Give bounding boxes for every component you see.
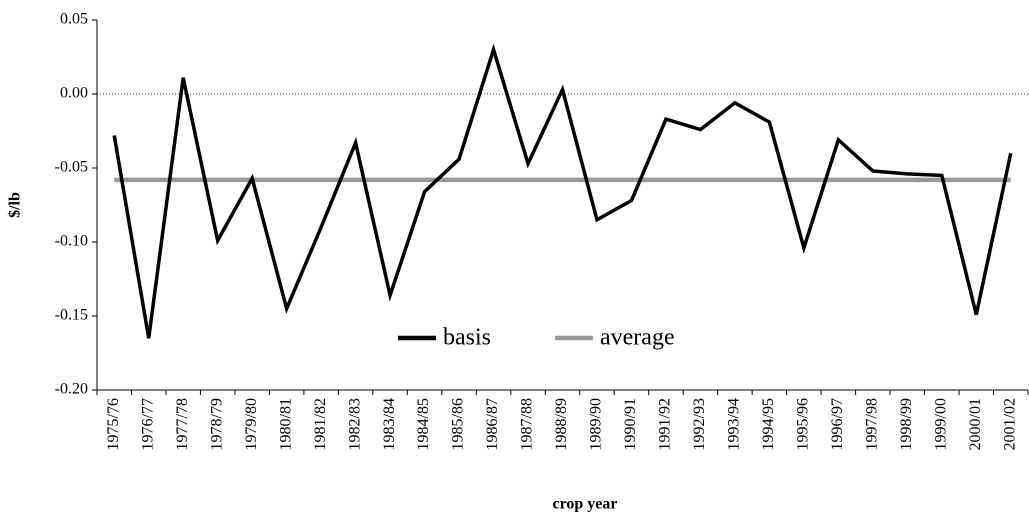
x-tick-label: 1990/91 [622,398,639,450]
y-tick-label: -0.10 [55,233,88,250]
x-tick-label: 1998/99 [898,398,915,450]
x-tick-label: 1991/92 [657,398,674,450]
x-tick-label: 2001/02 [1001,398,1018,450]
x-tick-label: 1994/95 [760,398,777,450]
y-tick-label: -0.05 [55,159,88,176]
x-tick-label: 1983/84 [381,398,398,450]
x-tick-label: 1993/94 [726,398,743,450]
x-tick-label: 1992/93 [691,398,708,450]
y-tick-label: 0.05 [60,11,88,28]
x-tick-label: 1980/81 [277,398,294,450]
y-axis-label: $/lb [7,192,24,218]
x-tick-label: 1985/86 [450,398,467,450]
line-series [112,43,1013,339]
y-tick-label: -0.15 [55,307,88,324]
x-tick-label: 1995/96 [795,398,812,450]
x-tick-label: 1982/83 [346,398,363,450]
y-tick-label: -0.20 [55,381,88,398]
x-tick-label: 1978/79 [208,398,225,450]
x-tick-label: 1989/90 [588,398,605,450]
x-tick-label: 1999/00 [932,398,949,450]
x-tick-label: 1997/98 [864,398,881,450]
x-axis-label: crop year [552,496,617,513]
x-tick-label: 2000/01 [967,398,984,450]
x-tick-label: 1987/88 [519,398,536,450]
x-tick-label: 1986/87 [484,398,501,450]
x-tick-label: 1988/89 [553,398,570,450]
y-tick-label: 0.00 [60,85,88,102]
x-tick-label: 1984/85 [415,398,432,450]
x-tick-label: 1979/80 [243,398,260,450]
legend-label: basis [443,325,491,351]
x-tick-label: 1996/97 [829,398,846,450]
x-tick-label: 1976/77 [139,398,156,450]
x-tick-label: 1981/82 [312,398,329,450]
x-tick-label: 1977/78 [174,398,191,450]
x-tick-label: 1975/76 [105,398,122,450]
legend-label: average [600,325,675,351]
